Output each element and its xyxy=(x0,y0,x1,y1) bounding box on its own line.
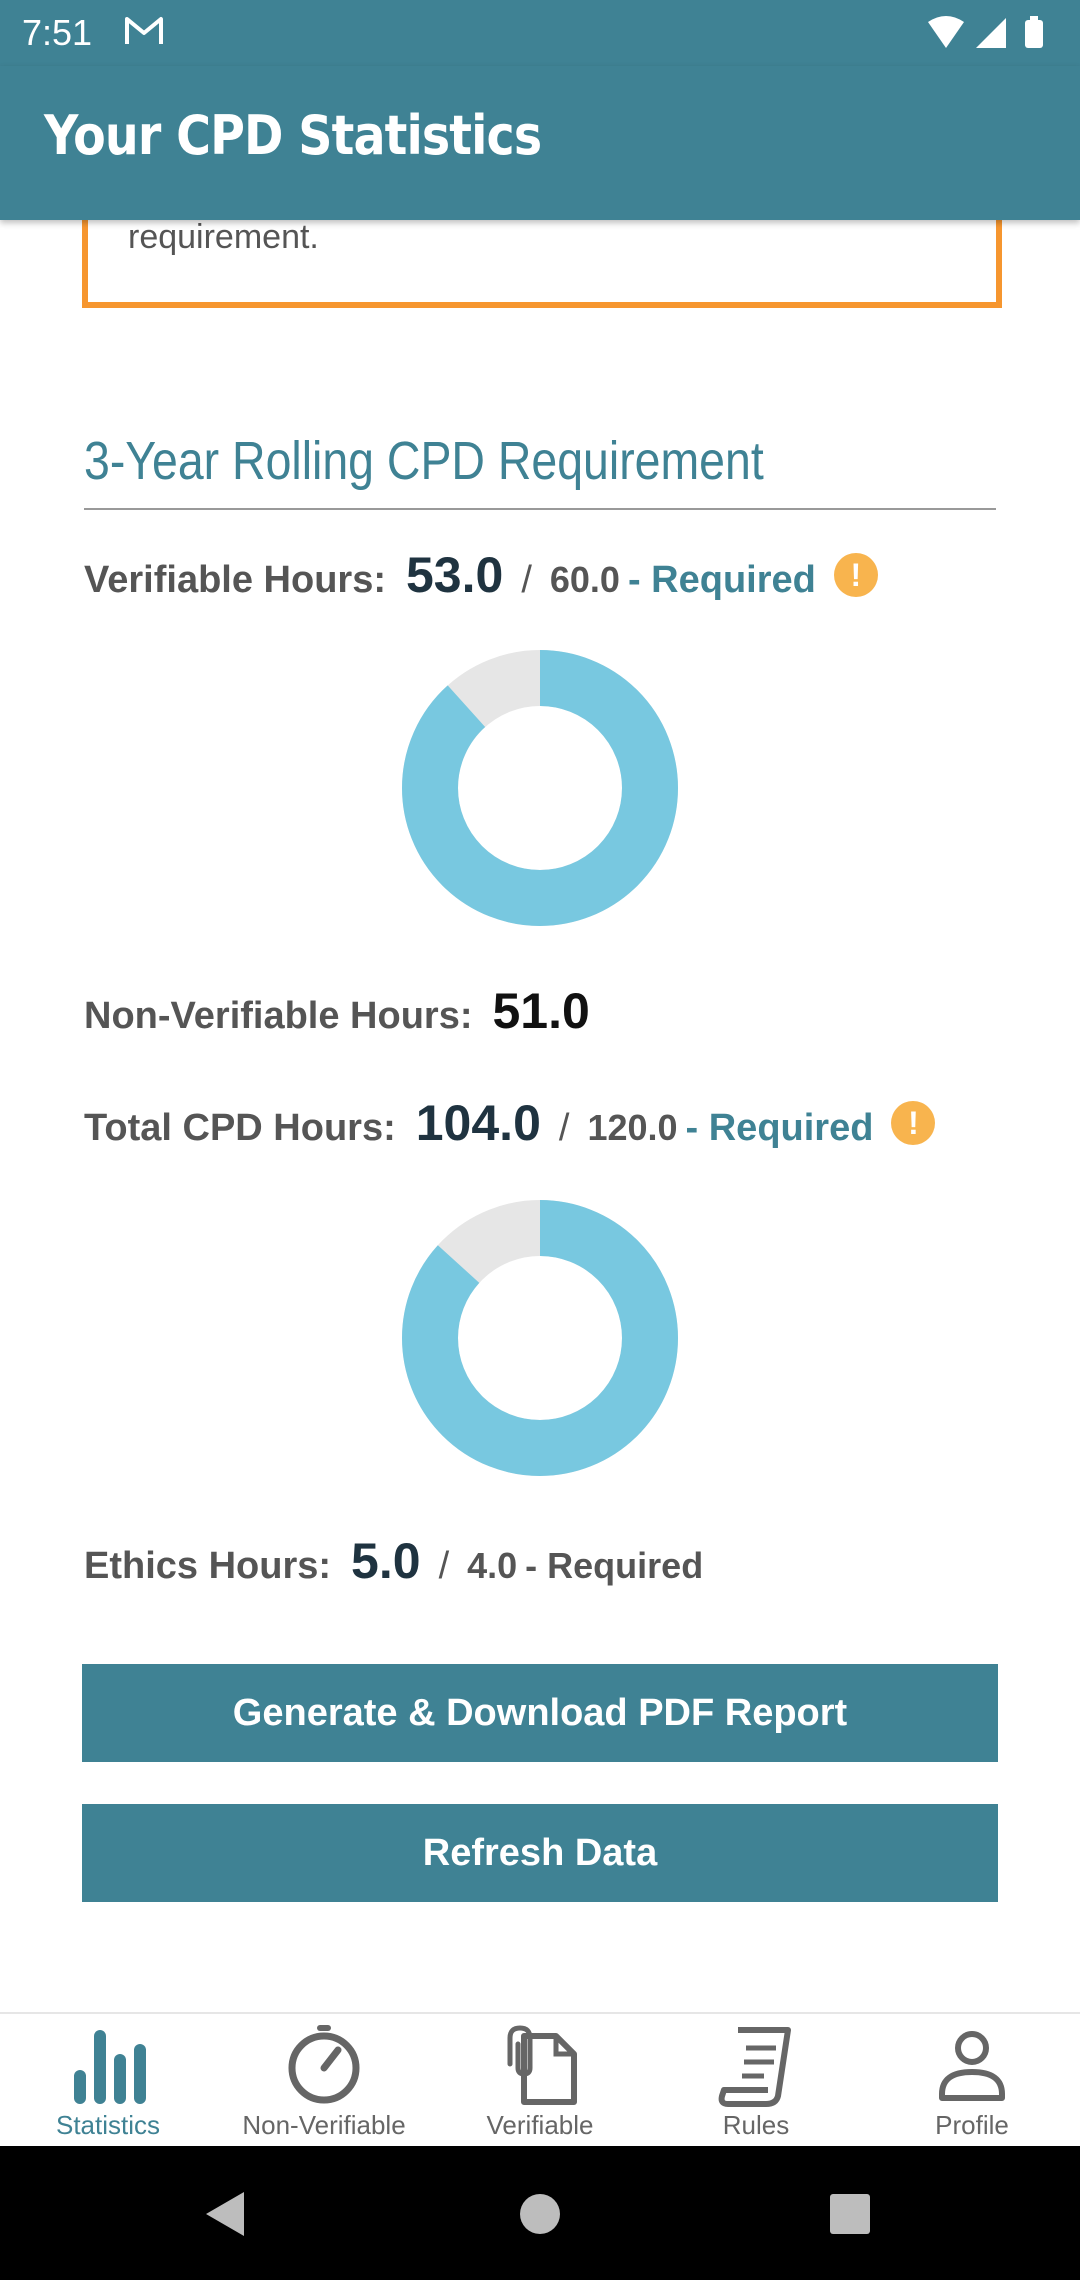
wifi-icon xyxy=(928,16,964,48)
notice-text: to completely satisfy your province's CP… xyxy=(128,220,319,256)
verifiable-hours-separator: / xyxy=(521,559,532,601)
donut-progress xyxy=(402,1200,678,1476)
total-hours-row: Total CPD Hours: 104.0 / 120.0 - Require… xyxy=(84,1094,936,1152)
nav-label: Statistics xyxy=(55,2110,161,2140)
person-icon xyxy=(932,2024,1012,2113)
status-icons xyxy=(926,14,1054,57)
nav-item-statistics[interactable]: Statistics xyxy=(0,2014,216,2148)
donut-progress xyxy=(402,650,678,926)
non-verifiable-hours-row: Non-Verifiable Hours: 51.0 xyxy=(84,982,590,1040)
nav-label: Profile xyxy=(935,2110,1009,2140)
battery-icon xyxy=(1025,16,1043,48)
verifiable-hours-value: 53.0 xyxy=(405,547,504,603)
document-clip-icon xyxy=(500,2024,580,2113)
total-hours-separator: / xyxy=(558,1107,570,1149)
app-bar: Your CPD Statistics xyxy=(0,66,1080,220)
home-icon[interactable] xyxy=(520,2194,560,2234)
ethics-hours-row: Ethics Hours: 5.0 / 4.0 - Required xyxy=(84,1532,703,1590)
total-required-label: - Required xyxy=(685,1107,874,1149)
timer-icon xyxy=(284,2024,364,2113)
gmail-icon xyxy=(124,14,164,53)
bar-chart-icon xyxy=(68,2024,148,2113)
bottom-navigation: Statistics Non-Verifiable Verifiable xyxy=(0,2012,1080,2148)
verifiable-required-label: - Required xyxy=(627,559,816,601)
system-navigation-bar xyxy=(0,2146,1080,2280)
nav-label: Verifiable xyxy=(486,2110,594,2140)
status-time: 7:51 xyxy=(22,12,93,53)
verifiable-hours-row: Verifiable Hours: 53.0 / 60.0 - Required… xyxy=(84,546,878,604)
page-title: Your CPD Statistics xyxy=(44,104,542,167)
section-divider xyxy=(84,508,996,510)
ethics-hours-required: 4.0 xyxy=(467,1545,518,1586)
scroll-icon xyxy=(716,2024,796,2113)
nav-label: Non-Verifiable xyxy=(242,2110,406,2140)
nav-item-verifiable[interactable]: Verifiable xyxy=(432,2014,648,2148)
status-bar: 7:51 xyxy=(0,0,1080,66)
section-title: 3-Year Rolling CPD Requirement xyxy=(84,431,764,491)
generate-pdf-button[interactable]: Generate & Download PDF Report xyxy=(82,1664,998,1762)
signal-icon xyxy=(976,18,1006,48)
nav-item-non-verifiable[interactable]: Non-Verifiable xyxy=(216,2014,432,2148)
back-icon[interactable] xyxy=(206,2192,244,2236)
nav-item-profile[interactable]: Profile xyxy=(864,2014,1080,2148)
verifiable-hours-required: 60.0 xyxy=(549,559,620,600)
warning-icon[interactable]: ! xyxy=(891,1101,936,1145)
non-verifiable-hours-value: 51.0 xyxy=(492,983,590,1039)
refresh-data-button[interactable]: Refresh Data xyxy=(82,1804,998,1902)
verifiable-hours-label: Verifiable Hours: xyxy=(84,559,386,601)
ethics-required-label: - Required xyxy=(525,1545,704,1586)
verifiable-hours-donut xyxy=(402,650,678,926)
total-hours-label: Total CPD Hours: xyxy=(84,1107,396,1149)
ethics-hours-label: Ethics Hours: xyxy=(84,1545,332,1587)
total-hours-value: 104.0 xyxy=(415,1095,541,1151)
recents-icon[interactable] xyxy=(830,2194,870,2234)
ethics-hours-value: 5.0 xyxy=(351,1533,421,1589)
nav-item-rules[interactable]: Rules xyxy=(648,2014,864,2148)
notice-box: to completely satisfy your province's CP… xyxy=(82,220,1002,308)
total-hours-donut xyxy=(402,1200,678,1476)
nav-label: Rules xyxy=(722,2110,790,2140)
total-hours-required: 120.0 xyxy=(587,1107,678,1148)
warning-icon[interactable]: ! xyxy=(833,553,878,597)
non-verifiable-hours-label: Non-Verifiable Hours: xyxy=(84,995,473,1037)
ethics-hours-separator: / xyxy=(438,1545,450,1587)
statistics-content[interactable]: to completely satisfy your province's CP… xyxy=(0,220,1080,2012)
